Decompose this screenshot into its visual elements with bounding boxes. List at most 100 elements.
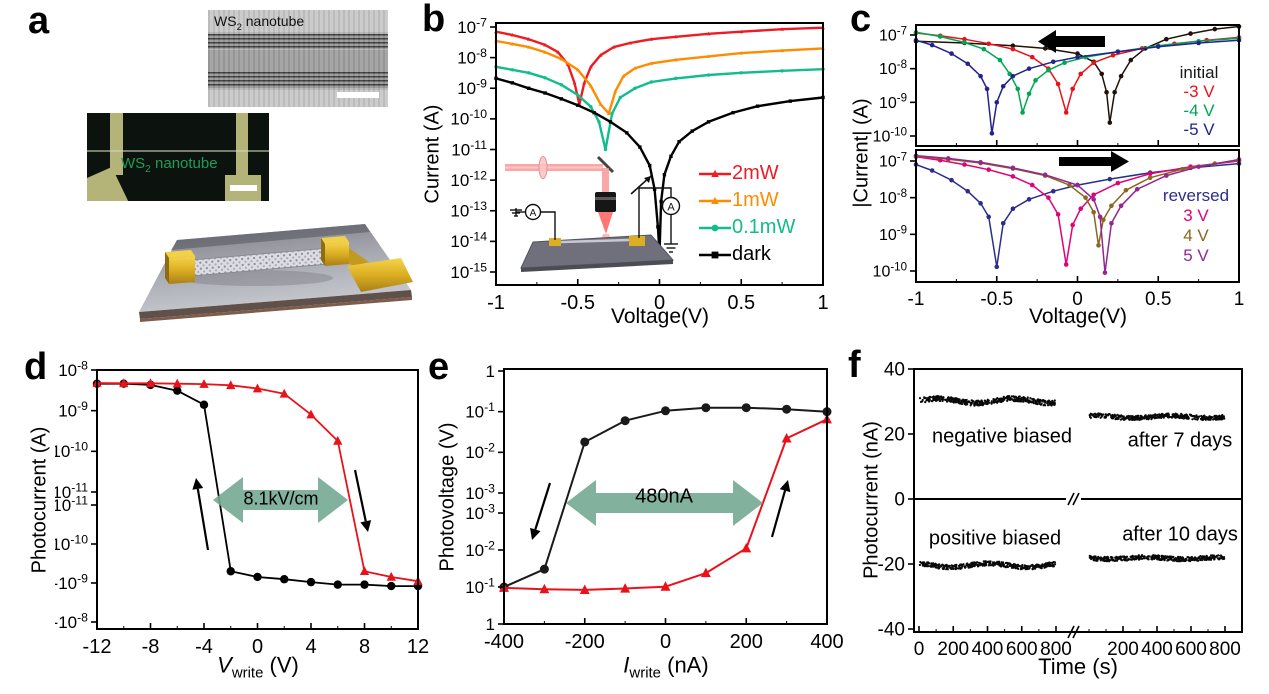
data-point — [1097, 214, 1103, 220]
noise-point — [968, 564, 971, 567]
data-point — [1000, 220, 1006, 226]
noise-point — [974, 403, 977, 406]
tem-wall-band-bottom — [208, 72, 388, 88]
y-tick-label: 10-7 — [879, 151, 907, 170]
noise-point — [1187, 417, 1190, 420]
noise-point — [1189, 556, 1192, 559]
noise-point — [1166, 558, 1170, 562]
x-tick-label: -1 — [487, 292, 505, 314]
noise-point — [962, 398, 965, 401]
data-point — [592, 110, 596, 115]
panel-e-label: e — [428, 346, 450, 388]
data-point — [359, 566, 370, 576]
noise-point — [1014, 400, 1017, 403]
noise-point — [948, 564, 951, 567]
noise-point — [990, 400, 993, 403]
noise-point — [1135, 557, 1138, 560]
noise-point — [996, 397, 999, 400]
data-point — [1109, 203, 1114, 209]
noise-point — [959, 563, 963, 566]
noise-point — [976, 561, 979, 564]
noise-point — [1200, 559, 1204, 562]
noise-point — [1008, 398, 1012, 401]
legend-swatch — [699, 196, 731, 204]
ammeter-label: A — [530, 208, 537, 219]
noise-point — [1150, 556, 1154, 559]
x-axis-title-e: Iwrite (nA) — [623, 652, 709, 682]
noise-point — [1108, 413, 1111, 416]
data-point — [978, 160, 983, 165]
data-point — [673, 57, 678, 62]
data-point — [588, 64, 593, 69]
data-point — [660, 581, 671, 591]
noise-point — [962, 400, 965, 403]
noise-point — [1186, 414, 1189, 417]
y-tick-label: 10-8 — [457, 46, 487, 67]
y-tick-label: 10-11 — [451, 138, 487, 159]
y-tick-label: 10-8 — [879, 59, 907, 78]
noise-point — [1180, 416, 1183, 419]
chart-c-top: 10-7 10-8 10-9 10-10 — [873, 24, 1242, 147]
noise-point — [1113, 559, 1116, 562]
noise-point — [1022, 400, 1025, 403]
data-point — [556, 50, 560, 54]
axis-box — [913, 368, 1243, 633]
x-tick-label: 0 — [1072, 289, 1083, 310]
noise-point — [921, 564, 924, 567]
noise-point — [924, 401, 927, 404]
noise-point — [1199, 417, 1202, 420]
noise-point — [1193, 558, 1196, 561]
y-tick-label: 10-8 — [58, 358, 88, 379]
x-tick-label: 600 — [1175, 639, 1207, 658]
noise-point — [1115, 417, 1118, 420]
noise-point — [975, 563, 978, 566]
y-tick-label: 0 — [894, 489, 905, 510]
noise-point — [931, 565, 935, 568]
gold-pad-right — [347, 258, 413, 292]
noise-point — [1132, 557, 1135, 560]
data-point — [781, 433, 792, 443]
noise-point — [1019, 568, 1022, 571]
noise-point — [1052, 403, 1055, 406]
noise-point — [1147, 418, 1150, 421]
y-axis-title-d: Photocurrent (A) — [28, 426, 51, 574]
data-point — [647, 163, 652, 168]
y-tick-label: 10-2 — [465, 441, 495, 462]
noise-point — [984, 561, 987, 564]
x-tick-label: 1 — [817, 292, 828, 314]
data-point — [1188, 31, 1193, 36]
data-point — [788, 99, 792, 103]
data-point — [625, 131, 629, 135]
data-point — [1075, 51, 1080, 56]
noise-point — [1167, 412, 1170, 415]
noise-point — [1038, 402, 1041, 405]
noise-point — [950, 567, 953, 570]
data-point — [1063, 110, 1069, 115]
noise-point — [999, 397, 1002, 400]
noise-point — [958, 398, 961, 401]
sweep-down-arrow — [534, 482, 552, 530]
y-tick-label: -10-9 — [55, 571, 88, 592]
substrate-back-shade — [171, 224, 370, 250]
noise-point — [978, 564, 981, 567]
objective-lens — [595, 192, 616, 212]
noise-point — [982, 560, 985, 563]
data-point — [706, 120, 711, 124]
noise-point — [1101, 413, 1104, 416]
noise-point — [1192, 415, 1195, 418]
data-point — [1063, 262, 1069, 267]
chart-c-bottom: 10-7 10-8 10-9 10-10-1 -0.5 0 0.5 1 — [873, 149, 1244, 310]
noise-point — [1221, 557, 1224, 560]
data-point — [608, 120, 613, 124]
noise-point — [1145, 417, 1148, 421]
legend-entry-5 V: 5 V — [1183, 246, 1209, 265]
noise-point — [996, 560, 999, 563]
noise-point — [1221, 417, 1224, 421]
y-tick-label: 10-7 — [879, 25, 907, 44]
noise-point — [1102, 559, 1105, 562]
axis-break-mark — [1072, 492, 1080, 506]
legend-entry-3 V: 3 V — [1183, 206, 1209, 225]
noise-point — [1007, 562, 1010, 565]
noise-point — [1167, 416, 1170, 419]
data-point — [1026, 91, 1032, 97]
